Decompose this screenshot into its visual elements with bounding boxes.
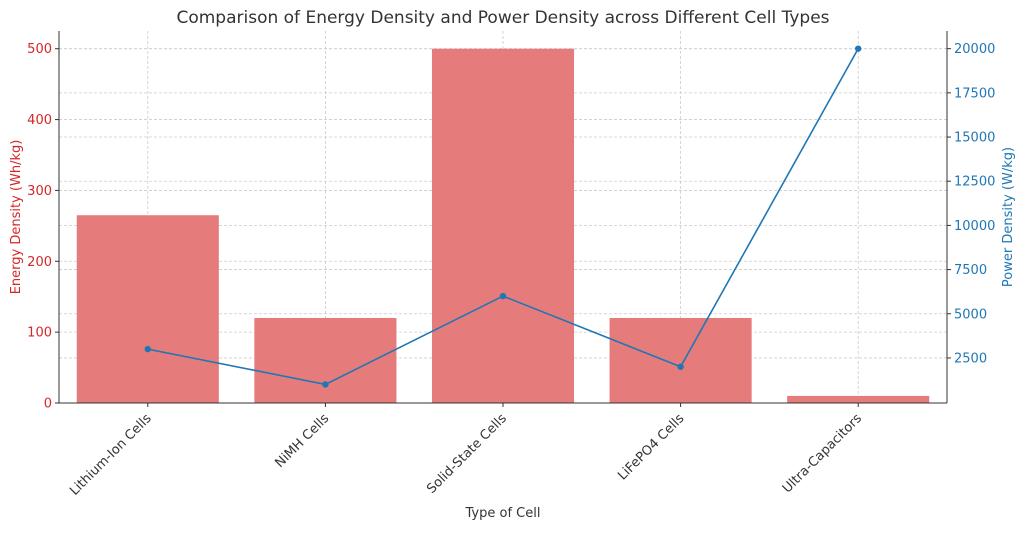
line-point [322, 381, 329, 388]
chart-title: Comparison of Energy Density and Power D… [176, 8, 829, 28]
right-tick-label: 17500 [954, 86, 995, 101]
left-tick-label: 300 [27, 184, 52, 199]
line-point [144, 345, 151, 353]
left-tick-label: 400 [27, 113, 52, 128]
bar-series [76, 48, 930, 403]
x-tick-label: Solid-State Cells [424, 411, 510, 497]
right-tick-label: 5000 [954, 307, 987, 322]
right-tick-label: 12500 [954, 175, 995, 190]
right-tick-label: 15000 [954, 131, 995, 146]
bar [431, 48, 575, 403]
x-axis-label: Type of Cell [465, 506, 541, 521]
left-tick-label: 100 [27, 326, 52, 341]
right-tick-label: 20000 [954, 42, 995, 57]
bar [609, 317, 752, 403]
x-tick-label: Lithium-Ion Cells [67, 411, 155, 499]
x-axis-ticks: Lithium-Ion Cells NiMH Cells Solid-State C… [67, 403, 865, 499]
bar [76, 215, 219, 403]
x-tick-label: NiMH Cells [272, 411, 332, 471]
y-axis-label: Energy Density (Wh/kg) [9, 140, 24, 295]
left-tick-label: 200 [27, 255, 52, 270]
left-tick-label: 500 [27, 42, 52, 57]
line-point [677, 363, 684, 370]
right-tick-label: 7500 [954, 263, 987, 278]
left-axis-ticks: 0 100 200 300 400 500 [27, 42, 59, 412]
x-tick-label: Ultra-Capacitors [780, 411, 865, 496]
right-tick-label: 2500 [954, 351, 987, 366]
line-point [855, 45, 862, 52]
line-series [144, 45, 862, 388]
bar [787, 395, 930, 403]
right-axis-ticks: 2500 5000 7500 10000 12500 15000 17500 20000 [947, 42, 995, 366]
x-tick-label: LiFePO4 Cells [615, 411, 687, 483]
line-point [499, 292, 507, 300]
left-tick-label: 0 [44, 397, 52, 412]
right-tick-label: 10000 [954, 219, 995, 234]
y2-axis-label: Power Density (W/kg) [1001, 147, 1016, 287]
